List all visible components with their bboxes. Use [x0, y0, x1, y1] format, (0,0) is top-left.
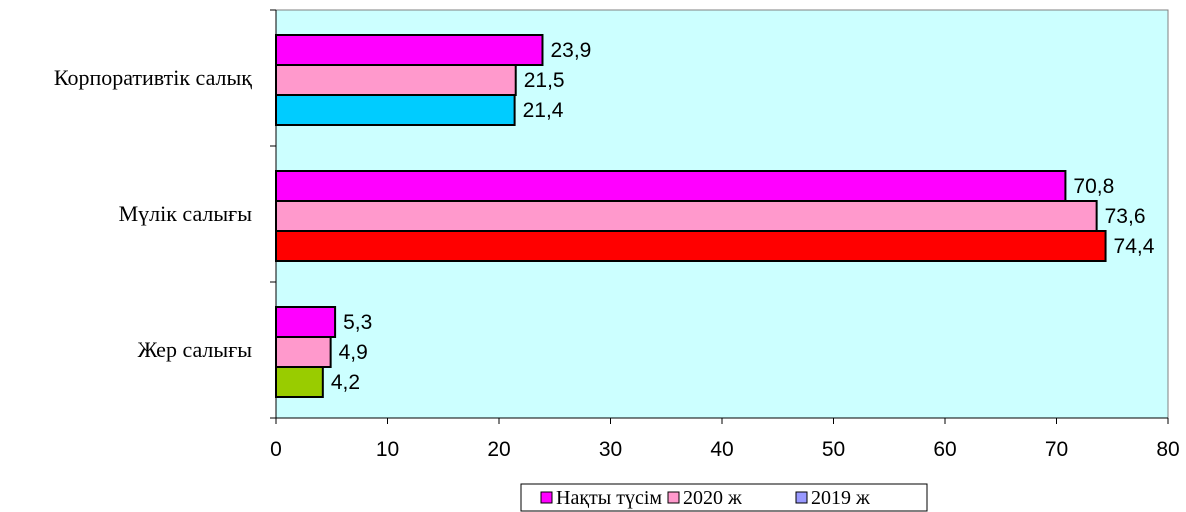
- legend: Нақты түсім 2020 ж 2019 ж: [520, 483, 928, 512]
- labels-group: 23,9 21,5 21,4 Корпоративтік салық 70,8 73,6 7…: [54, 39, 1180, 461]
- legend-swatch-1: [667, 491, 680, 504]
- data-label-s0-c0: 23,9: [550, 39, 591, 62]
- legend-label-1: 2020 ж: [683, 487, 742, 509]
- data-label-s0-c1: 70,8: [1073, 175, 1114, 198]
- bar-s2-c2: [275, 366, 324, 398]
- x-tick-label-4: 40: [710, 438, 733, 461]
- x-tick-label-3: 30: [599, 438, 622, 461]
- bars-group: [275, 34, 1107, 398]
- bar-s2-c0: [275, 94, 516, 126]
- bar-s1-c2: [275, 336, 332, 368]
- bar-s0-c0: [275, 34, 544, 66]
- legend-swatch-0: [540, 491, 553, 504]
- category-label-1: Мүлік салығы: [119, 201, 253, 226]
- legend-box: [520, 483, 928, 512]
- x-tick-label-8: 80: [1156, 438, 1179, 461]
- data-label-s1-c2: 4,9: [339, 341, 368, 364]
- bar-s1-c1: [275, 200, 1098, 232]
- x-tick-label-6: 60: [933, 438, 956, 461]
- x-tick-label-2: 20: [487, 438, 510, 461]
- bar-s0-c2: [275, 306, 337, 338]
- bar-s1-c0: [275, 64, 517, 96]
- x-tick-label-7: 70: [1045, 438, 1068, 461]
- x-tick-label-1: 10: [376, 438, 399, 461]
- category-label-0: Корпоративтік салық: [54, 65, 252, 90]
- bar-s0-c1: [275, 170, 1067, 202]
- axes-group: [270, 9, 1169, 424]
- legend-label-0: Нақты түсім: [556, 487, 662, 509]
- category-label-2: Жер салығы: [138, 337, 253, 362]
- data-label-s1-c1: 73,6: [1105, 205, 1146, 228]
- data-label-s2-c2: 4,2: [331, 371, 360, 394]
- data-label-s2-c1: 74,4: [1114, 235, 1155, 258]
- legend-label-2: 2019 ж: [811, 487, 870, 509]
- data-label-s0-c2: 5,3: [343, 311, 372, 334]
- legend-swatch-2: [795, 491, 808, 504]
- x-tick-label-5: 50: [822, 438, 845, 461]
- bar-s2-c1: [275, 230, 1107, 262]
- data-label-s1-c0: 21,5: [524, 69, 565, 92]
- x-tick-label-0: 0: [270, 438, 282, 461]
- data-label-s2-c0: 21,4: [523, 99, 564, 122]
